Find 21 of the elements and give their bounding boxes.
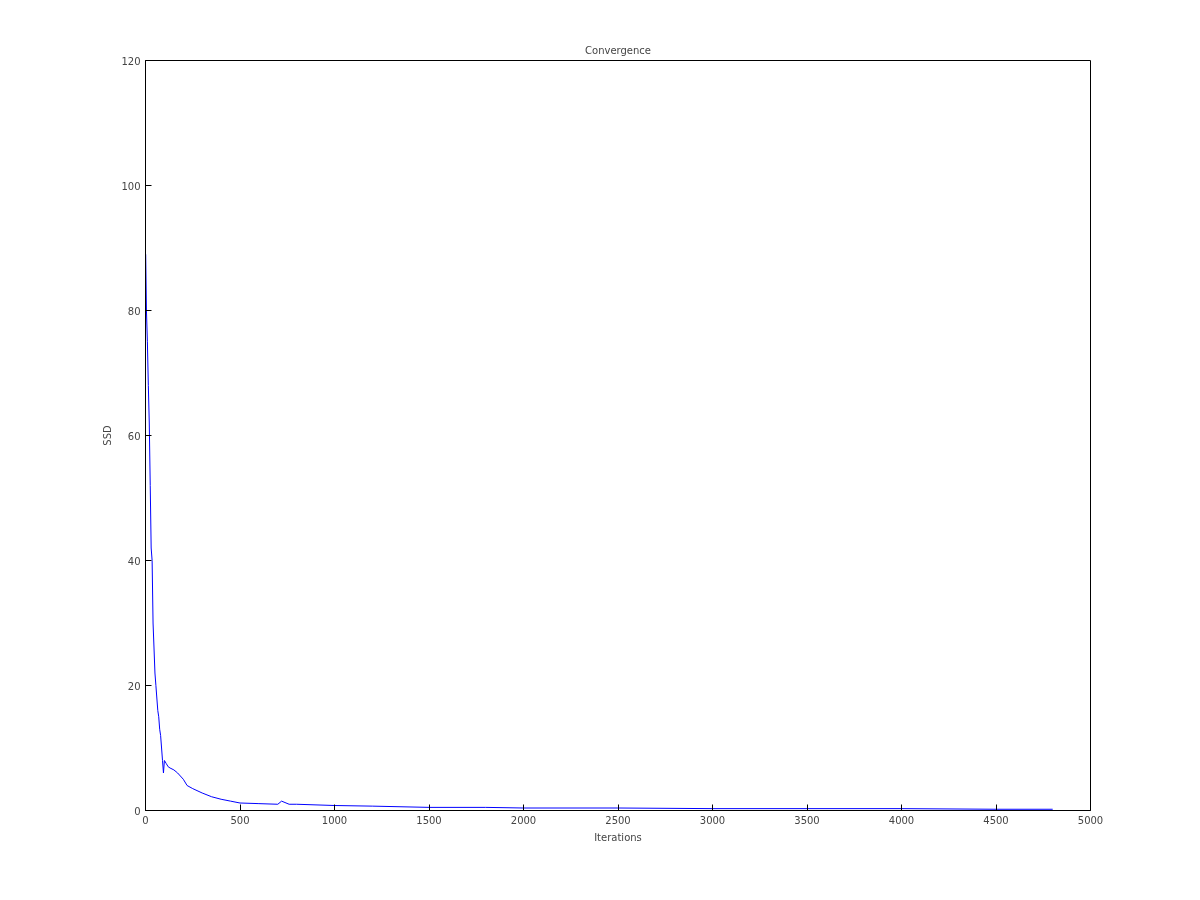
x-tick-label: 3500 [794,814,820,826]
x-tick-label: 4500 [983,814,1009,826]
y-tick-label: 80 [127,305,141,317]
y-tick-label: 60 [127,430,141,442]
y-tick-label: 120 [121,55,141,67]
y-tick-label: 100 [121,180,141,192]
y-tick-label: 40 [127,555,141,567]
x-tick-label: 500 [230,814,250,826]
y-tick-label: 0 [134,805,141,817]
x-tick-label: 2000 [510,814,537,826]
x-tick-label: 3000 [699,814,726,826]
x-tick-label: 2500 [605,814,631,826]
y-axis-title: SSD [102,425,114,446]
x-tick-label: 4000 [888,814,915,826]
x-axis-title: Iterations [594,831,642,843]
x-tick-label: 5000 [1077,814,1104,826]
x-tick-label: 1500 [416,814,442,826]
chart-title: Convergence [585,44,651,56]
x-tick-label: 1000 [321,814,348,826]
x-tick-label: 0 [142,814,149,826]
y-tick-label: 20 [127,680,141,692]
